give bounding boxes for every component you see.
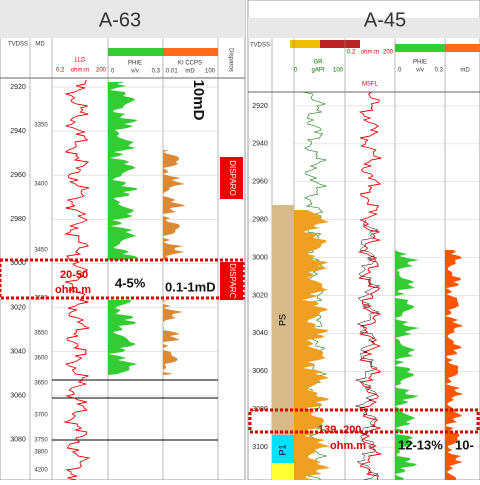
- md-label: 3650: [34, 381, 48, 387]
- annotation: ohm.m: [330, 440, 366, 452]
- depth-label: 3000: [10, 260, 26, 267]
- annotation: 10mD: [190, 80, 207, 121]
- header: MSFL: [362, 82, 379, 88]
- zone-p0: [272, 463, 294, 480]
- annotation: 4-5%: [115, 275, 146, 290]
- header-bar: [108, 48, 163, 56]
- header: 0: [294, 68, 298, 74]
- header: PHIE: [413, 60, 427, 66]
- depth-label: 3000: [252, 254, 268, 261]
- header: 100: [205, 69, 216, 75]
- header: 200: [96, 68, 107, 74]
- depth-label: 3080: [10, 437, 26, 444]
- md-label: 3700: [34, 413, 48, 419]
- title-box: [248, 18, 480, 38]
- header-bar: [395, 44, 445, 52]
- annotation: 139 -200: [318, 424, 361, 436]
- md-label: 3550: [34, 331, 48, 337]
- zone-ps: [272, 205, 294, 435]
- md-label: 3750: [34, 438, 48, 444]
- log-fill: [108, 300, 138, 375]
- header: v/v: [131, 69, 139, 75]
- zone-box: [0, 258, 245, 300]
- header: TVDSS: [8, 42, 28, 48]
- annotation: 0.1-1mD: [165, 279, 216, 294]
- header-bar: [163, 48, 218, 56]
- annotation: 10-: [455, 437, 474, 452]
- header: 200: [383, 50, 394, 56]
- depth-label: 2960: [252, 179, 268, 186]
- md-label: 3800: [34, 450, 48, 456]
- depth-label: 3020: [252, 292, 268, 299]
- log-fill: [163, 300, 183, 375]
- header: ohm.m: [361, 50, 379, 56]
- log-fill: [163, 150, 186, 260]
- zone-label: P1: [277, 444, 287, 455]
- perforation: [220, 157, 243, 199]
- depth-label: 3060: [10, 393, 26, 400]
- depth-label: 2940: [10, 128, 26, 135]
- log-curve: [357, 91, 383, 481]
- annotation: 12-13%: [398, 437, 443, 452]
- depth-label: 2920: [10, 84, 26, 91]
- annotation: ohm.m: [55, 284, 91, 296]
- md-label: 4200: [34, 468, 48, 474]
- depth-label: 2920: [252, 103, 268, 110]
- header: ohm.m: [71, 68, 89, 74]
- md-label: 3350: [34, 123, 48, 129]
- log-fill: [294, 210, 331, 480]
- depth-label: 2940: [252, 141, 268, 148]
- header: TVDSS: [250, 43, 270, 49]
- log-curve: [63, 79, 91, 481]
- zone-label: PS: [277, 314, 287, 326]
- header: 0.3: [152, 69, 161, 75]
- zone-p1: [272, 435, 294, 463]
- log-fill: [108, 82, 139, 260]
- depth-label: 3020: [10, 304, 26, 311]
- annotation: 20-50: [60, 269, 88, 281]
- header: v/v: [416, 68, 424, 74]
- header: 0.3: [435, 68, 444, 74]
- md-label: 3600: [34, 356, 48, 362]
- header: mD: [460, 68, 470, 74]
- log-curve: [354, 219, 380, 481]
- header: Disparos: [227, 48, 233, 72]
- well-title: A-63: [99, 9, 141, 31]
- depth-label: 3040: [10, 348, 26, 355]
- depth-label: 2960: [10, 172, 26, 179]
- depth-label: 3040: [252, 330, 268, 337]
- header: 0: [398, 68, 402, 74]
- header-bar: [320, 40, 360, 48]
- md-label: 3400: [34, 182, 48, 188]
- log-fill: [445, 250, 464, 480]
- header: KI CCPS: [178, 61, 202, 67]
- header: 0.2: [347, 50, 356, 56]
- header: MD: [35, 42, 45, 48]
- md-label: 3450: [34, 248, 48, 254]
- header: 0: [111, 69, 115, 75]
- depth-label: 2980: [10, 216, 26, 223]
- header: 0.01: [166, 69, 178, 75]
- header: GR: [314, 60, 324, 66]
- perforation-label: DISPARO: [228, 160, 237, 195]
- header: 100: [333, 68, 344, 74]
- depth-label: 3060: [252, 368, 268, 375]
- perforation: [220, 262, 243, 300]
- header: mD: [185, 69, 195, 75]
- header: LLD: [74, 58, 86, 64]
- depth-label: 3100: [252, 444, 268, 451]
- header: PHIE: [128, 61, 142, 67]
- header-bar: [290, 40, 320, 48]
- well-title: A-45: [364, 9, 406, 31]
- header-bar: [445, 44, 480, 52]
- depth-label: 2980: [252, 217, 268, 224]
- title-box: [0, 0, 245, 38]
- perforation-label: DISPARO: [228, 263, 237, 298]
- header: 0.2: [56, 68, 65, 74]
- log-fill: [395, 250, 420, 480]
- header: gAPI: [311, 68, 324, 74]
